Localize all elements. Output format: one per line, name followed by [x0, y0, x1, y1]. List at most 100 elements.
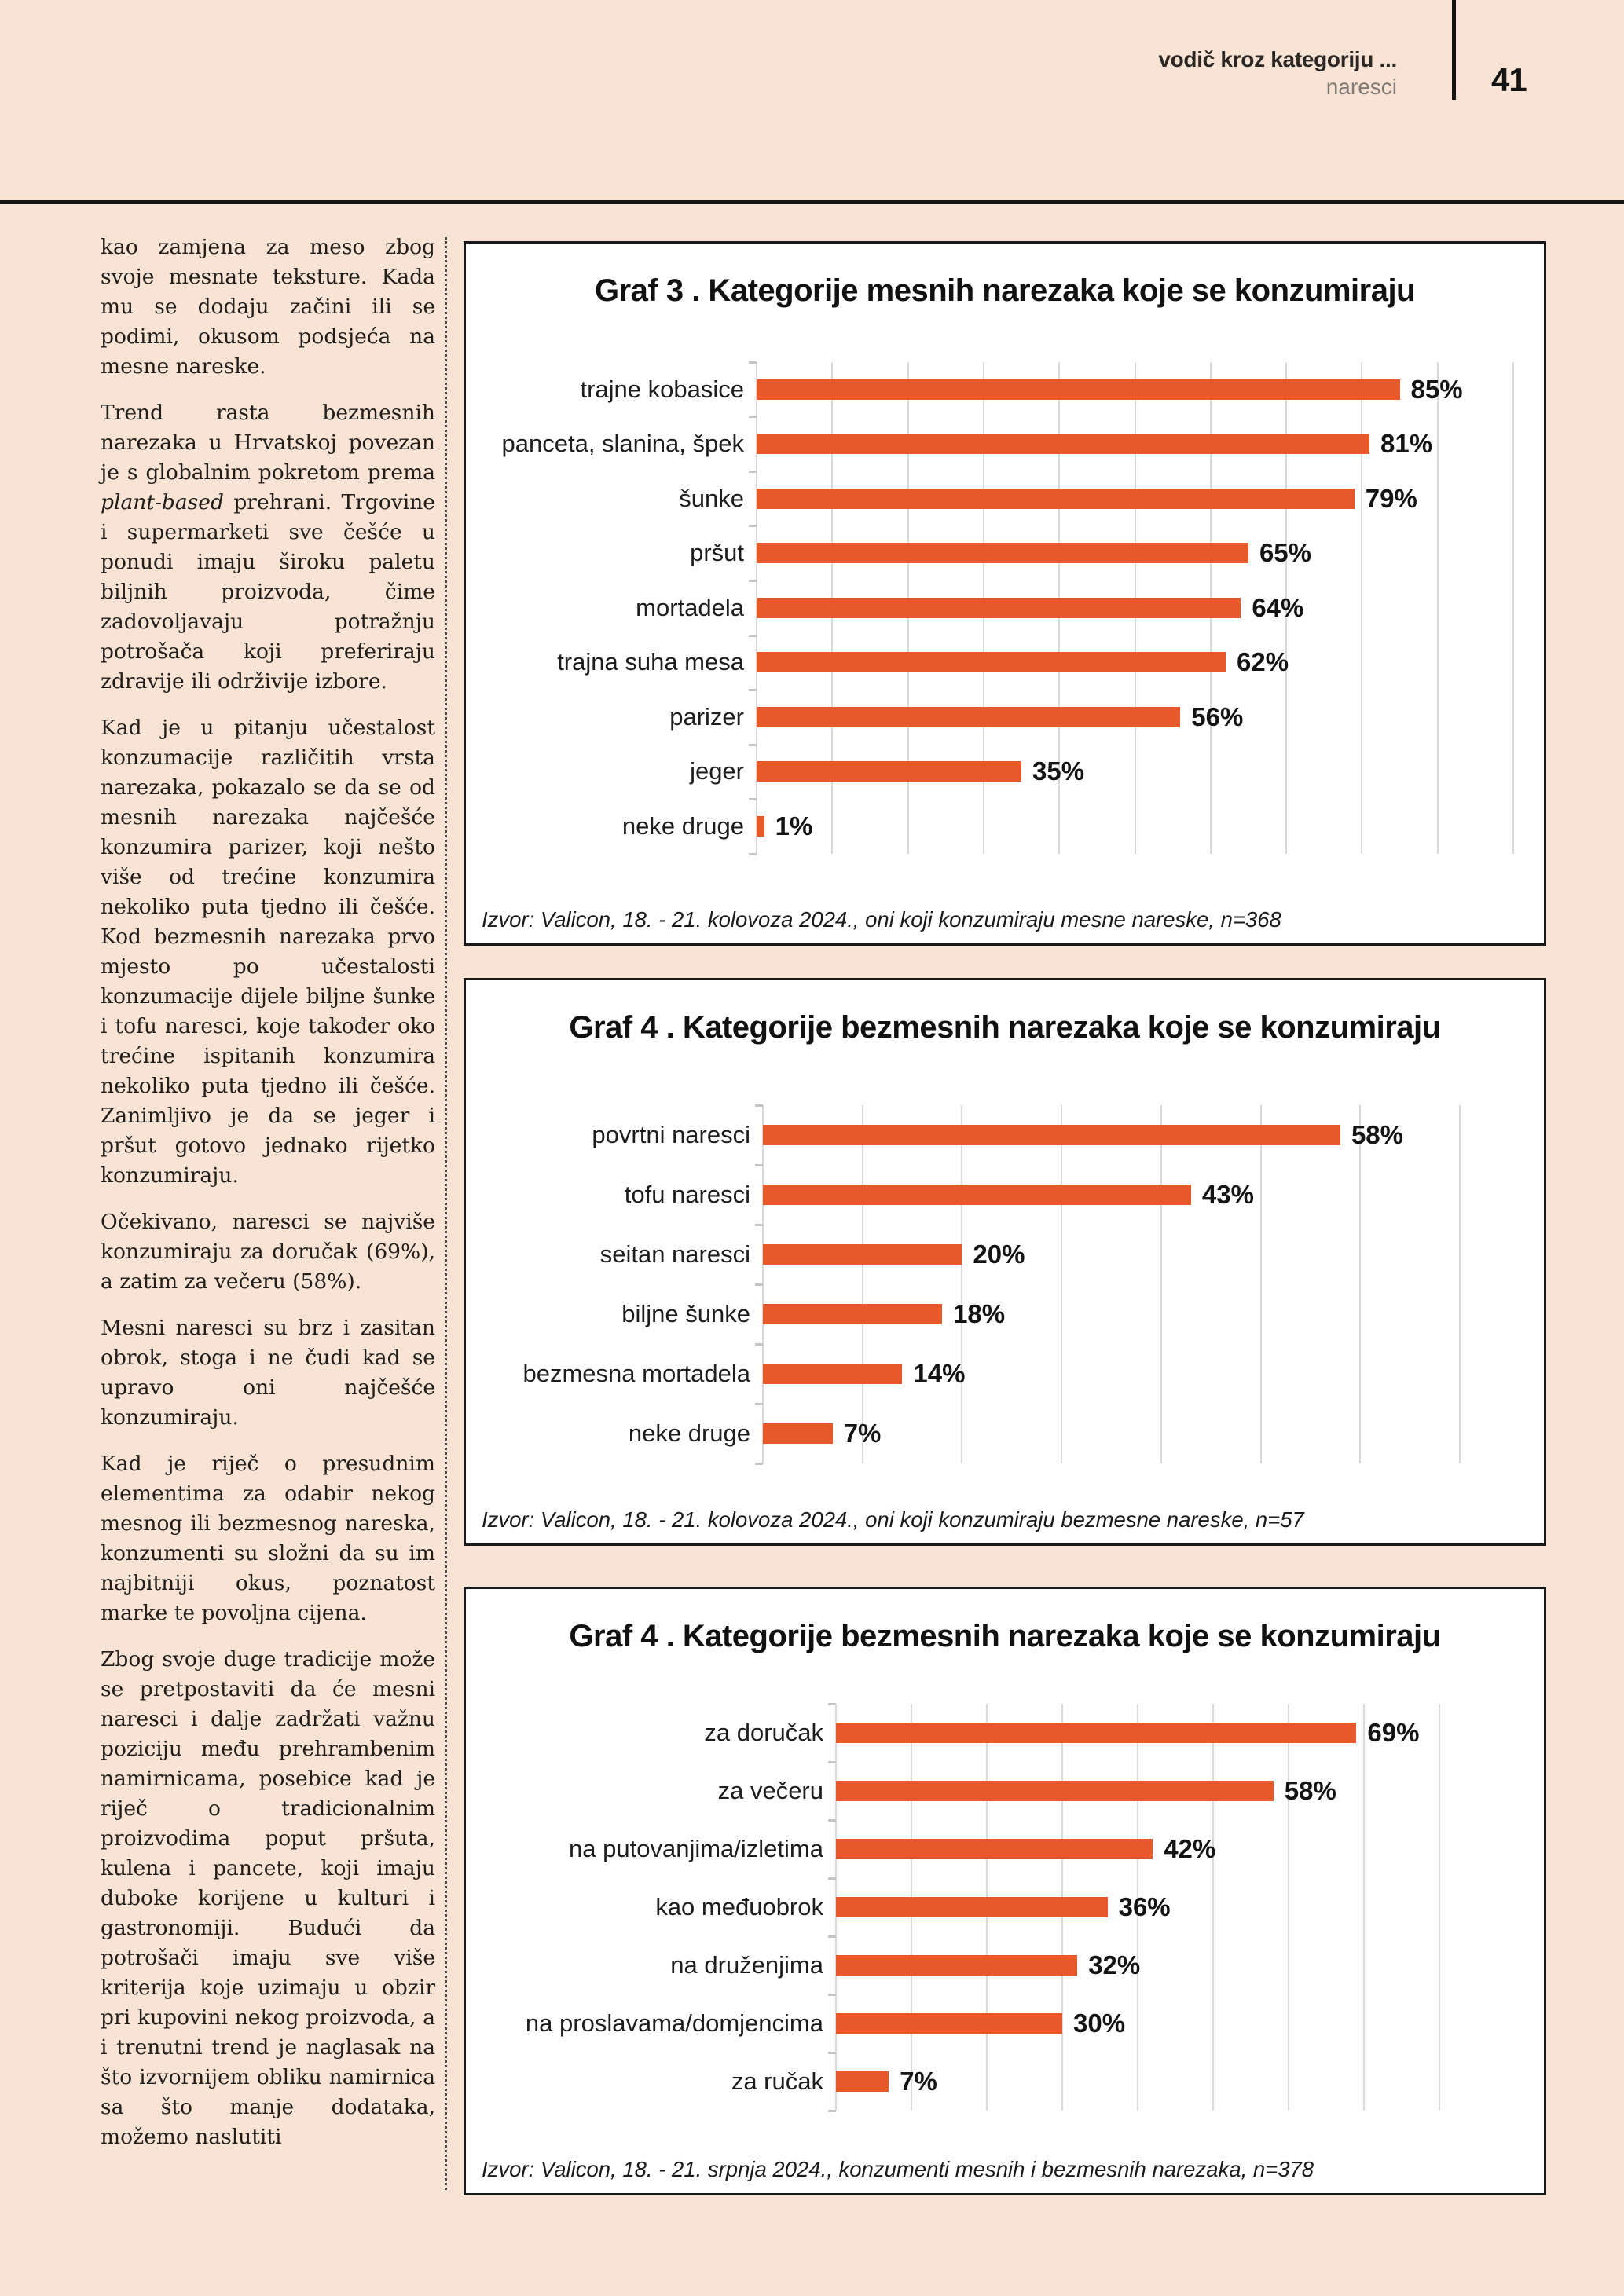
axis-tick	[749, 797, 757, 800]
category-label: jeger	[690, 757, 744, 785]
bar	[763, 1304, 943, 1324]
bar	[836, 1897, 1108, 1917]
gridline	[1259, 1105, 1262, 1463]
value-label: 35%	[1032, 756, 1085, 786]
bar	[836, 1955, 1078, 1976]
value-label: 85%	[1410, 374, 1463, 404]
chart-gridlines	[755, 1104, 1461, 1465]
value-label: 62%	[1237, 647, 1289, 677]
axis-tick	[755, 1223, 763, 1226]
category-label: povrtni naresci	[592, 1121, 750, 1148]
column-divider	[445, 237, 447, 2190]
text-run: Kad je riječ o presudnim elementima za o…	[101, 1452, 435, 1625]
value-label: 81%	[1380, 429, 1433, 459]
value-label: 32%	[1088, 1950, 1141, 1979]
axis-tick	[755, 1463, 763, 1465]
bar	[763, 1244, 962, 1265]
bar	[836, 1839, 1153, 1859]
chart-bar-row: za večeru 58%	[466, 1762, 1544, 1820]
category-label: na putovanjima/izletima	[569, 1835, 823, 1862]
category-label: mortadela	[636, 593, 744, 621]
category-label: za doručak	[704, 1719, 823, 1746]
category-label: biljne šunke	[621, 1300, 750, 1327]
chart-title: Graf 4 . Kategorije bezmesnih narezaka k…	[569, 1010, 1441, 1045]
chart-plot-area: trajne kobasice 85% panceta, slanina, špek…	[466, 361, 1544, 855]
chart-title: Graf 3 . Kategorije mesnih narezaka koje…	[594, 273, 1416, 308]
gridline	[1359, 1105, 1362, 1463]
gridline	[1512, 362, 1514, 854]
article-text-column: kao zamjena za meso zbog svoje mesnate t…	[101, 233, 435, 2169]
category-label: bezmesna mortadela	[522, 1360, 751, 1387]
chart-bar-row: pršut 65%	[466, 526, 1544, 581]
axis-tick	[749, 416, 757, 419]
bar-track: 1%	[757, 799, 1513, 854]
value-label: 79%	[1365, 483, 1417, 513]
bar	[757, 379, 1400, 400]
chart-bar-row: tofu naresci 43%	[466, 1165, 1544, 1225]
bar	[763, 1423, 833, 1444]
bar	[763, 1125, 1340, 1145]
bar-track: 58%	[836, 1762, 1439, 1820]
bar	[836, 1781, 1274, 1801]
value-label: 58%	[1284, 1776, 1336, 1805]
bar-track: 65%	[757, 526, 1513, 581]
bar-track: 35%	[757, 745, 1513, 800]
axis-tick	[749, 852, 757, 855]
chart-bar-row: na proslavama/domjencima 30%	[466, 1994, 1544, 2052]
category-label: neke druge	[621, 811, 744, 840]
axis-tick	[749, 361, 757, 364]
axis-tick	[828, 1818, 836, 1822]
bar	[757, 652, 1226, 673]
category-label: tofu naresci	[624, 1181, 750, 1208]
bar	[757, 597, 1241, 618]
axis-tick	[755, 1163, 763, 1166]
chart-bar-row: biljne šunke 18%	[466, 1284, 1544, 1344]
header-rule	[0, 200, 1624, 204]
chart-bar-row: na putovanjima/izletima 42%	[466, 1820, 1544, 1878]
axis-tick	[828, 1760, 836, 1763]
gridline	[1137, 1704, 1138, 2111]
category-label: za ručak	[731, 2067, 823, 2095]
chart-source: Izvor: Valicon, 18. - 21. kolovoza 2024.…	[482, 1507, 1304, 1532]
axis-tick	[755, 1403, 763, 1405]
chart-graf-3-mesni-naresci: Graf 3 . Kategorije mesnih narezaka koje…	[464, 241, 1546, 946]
article-paragraph: Mesni naresci su brz i zasitan obrok, st…	[101, 1313, 435, 1433]
chart-bar-row: povrtni naresci 58%	[466, 1105, 1544, 1165]
bar-track: 56%	[757, 690, 1513, 745]
bar	[757, 488, 1355, 509]
value-label: 7%	[900, 2067, 937, 2096]
gridline	[762, 1105, 764, 1463]
chart-rows: za doručak 69% za večeru 58% na putovanjima/…	[466, 1704, 1544, 2111]
bar-track: 18%	[763, 1284, 1460, 1344]
bar-track: 58%	[763, 1105, 1460, 1165]
category-label: za večeru	[717, 1777, 823, 1804]
chart-bar-row: trajne kobasice 85%	[466, 362, 1544, 417]
value-label: 42%	[1164, 1834, 1216, 1863]
category-label: trajna suha mesa	[557, 648, 744, 676]
gridline	[961, 1105, 963, 1463]
chart-bar-row: za doručak 69%	[466, 1704, 1544, 1762]
bar	[836, 2071, 889, 2092]
header-kicker: vodič kroz kategoriju ...	[1158, 47, 1397, 71]
text-run: Mesni naresci su brz i zasitan obrok, st…	[101, 1316, 435, 1430]
bar-track: 62%	[757, 635, 1513, 690]
bar	[757, 543, 1248, 564]
value-label: 64%	[1252, 592, 1304, 622]
bar-track: 36%	[836, 1878, 1439, 1936]
axis-tick	[749, 579, 757, 582]
axis-tick	[749, 525, 757, 528]
bar-track: 30%	[836, 1994, 1439, 2052]
bar-track: 20%	[763, 1225, 1460, 1284]
chart-graf-4-bezmesni-naresci: Graf 4 . Kategorije bezmesnih narezaka k…	[464, 978, 1546, 1546]
header-section-label: naresci	[1325, 75, 1397, 99]
gridline	[1285, 362, 1288, 854]
bar-track: 7%	[836, 2052, 1439, 2111]
axis-tick	[749, 743, 757, 746]
chart-bar-row: panceta, slanina, špek 81%	[466, 417, 1544, 472]
chart-rows: trajne kobasice 85% panceta, slanina, špek…	[466, 362, 1544, 854]
bar	[757, 434, 1370, 455]
bar-track: 42%	[836, 1820, 1439, 1878]
category-label: trajne kobasice	[580, 375, 744, 403]
bar	[763, 1185, 1191, 1205]
